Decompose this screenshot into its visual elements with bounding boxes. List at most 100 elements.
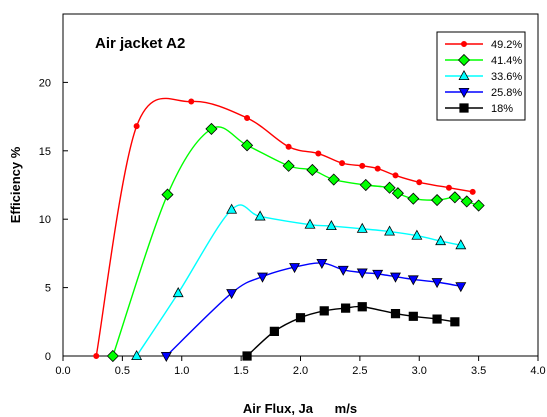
data-point — [172, 287, 184, 298]
x-tick-label: 1.5 — [233, 365, 248, 377]
data-point — [408, 311, 418, 321]
data-point — [432, 314, 442, 324]
x-tick-label: 3.5 — [471, 365, 486, 377]
data-point — [341, 303, 351, 313]
data-point — [356, 268, 368, 279]
data-point — [325, 220, 337, 231]
legend-marker — [458, 69, 470, 80]
data-point — [391, 187, 404, 200]
y-tick-label: 5 — [45, 283, 51, 295]
data-point — [316, 258, 328, 270]
legend-marker — [457, 53, 471, 67]
legend-label: 41.4% — [491, 55, 522, 67]
data-point — [384, 225, 396, 236]
x-tick-label: 1.0 — [174, 365, 189, 377]
x-tick-label: 3.0 — [412, 365, 427, 377]
data-point — [450, 317, 460, 327]
data-point — [205, 122, 218, 135]
series-line — [112, 126, 479, 357]
legend-label: 18% — [491, 103, 513, 115]
data-point — [131, 349, 143, 361]
legend-item-49-2: 49.2% — [445, 39, 522, 51]
legend-label: 49.2% — [491, 39, 522, 51]
data-point — [383, 181, 396, 194]
legend-label: 33.6% — [491, 71, 522, 83]
data-point — [106, 349, 119, 363]
data-point — [188, 98, 195, 105]
data-point — [357, 302, 367, 312]
data-point — [244, 114, 251, 121]
series-layer — [93, 97, 485, 363]
data-point — [390, 308, 401, 319]
data-point — [416, 179, 423, 186]
data-point — [445, 184, 452, 191]
data-point — [304, 218, 316, 229]
series-25-8 — [160, 258, 467, 363]
data-point — [269, 326, 279, 336]
legend-marker — [460, 41, 467, 48]
data-point — [448, 191, 461, 204]
data-point — [254, 210, 266, 221]
data-point — [460, 195, 473, 208]
x-tick-label: 2.5 — [352, 365, 367, 377]
data-point — [133, 123, 140, 130]
legend-marker — [459, 103, 469, 113]
legend-item-33-6: 33.6% — [445, 69, 522, 83]
data-point — [431, 278, 443, 289]
data-point — [374, 165, 381, 172]
data-point — [359, 162, 366, 169]
series-49-2 — [93, 97, 476, 359]
data-point — [411, 229, 423, 240]
data-point — [226, 203, 238, 214]
data-point — [282, 159, 295, 172]
data-point — [93, 352, 100, 359]
data-point — [285, 143, 292, 150]
axis-ticks: 0.0 0.5 1.0 1.5 2.0 2.5 3.0 3.5 4.0 0 5 10 15 20 — [39, 77, 546, 377]
data-point — [356, 222, 368, 233]
x-axis-title: Air Flux, Ja m/s — [243, 401, 357, 416]
data-point — [242, 351, 252, 361]
series-41-4 — [106, 122, 485, 363]
data-point — [407, 192, 420, 205]
legend: 49.2% 41.4% 33.6% 25.8% 18% — [436, 31, 526, 121]
series-line — [246, 305, 455, 357]
data-point — [306, 163, 319, 177]
data-point — [372, 269, 384, 280]
data-point — [392, 172, 399, 179]
x-tick-label: 4.0 — [530, 365, 545, 377]
data-point — [359, 178, 372, 192]
data-point — [289, 263, 301, 274]
legend-item-25-8: 25.8% — [445, 87, 522, 99]
y-tick-label: 0 — [45, 351, 51, 363]
data-point — [257, 272, 268, 283]
data-point — [339, 160, 346, 167]
data-point — [226, 289, 238, 300]
data-point — [407, 275, 419, 286]
data-point — [469, 188, 476, 195]
x-tick-label: 0.0 — [55, 365, 70, 377]
legend-item-41-4: 41.4% — [445, 53, 522, 67]
data-point — [337, 265, 349, 276]
data-point — [430, 193, 444, 207]
legend-label: 25.8% — [491, 87, 522, 99]
data-point — [455, 282, 467, 293]
series-18 — [242, 302, 460, 361]
legend-marker — [458, 88, 470, 99]
data-point — [295, 313, 306, 323]
data-point — [327, 173, 340, 186]
series-33-6 — [131, 203, 467, 361]
data-point — [472, 199, 485, 212]
y-tick-label: 20 — [39, 77, 51, 89]
y-tick-label: 10 — [39, 214, 51, 226]
data-point — [160, 351, 172, 363]
data-point — [390, 272, 401, 283]
y-tick-label: 15 — [39, 146, 51, 158]
data-point — [240, 139, 254, 152]
data-point — [319, 306, 329, 316]
data-point — [315, 150, 322, 157]
x-tick-label: 2.0 — [293, 365, 308, 377]
data-point — [161, 188, 174, 201]
y-axis-title: Efficiency % — [8, 146, 23, 223]
data-point — [455, 239, 467, 250]
